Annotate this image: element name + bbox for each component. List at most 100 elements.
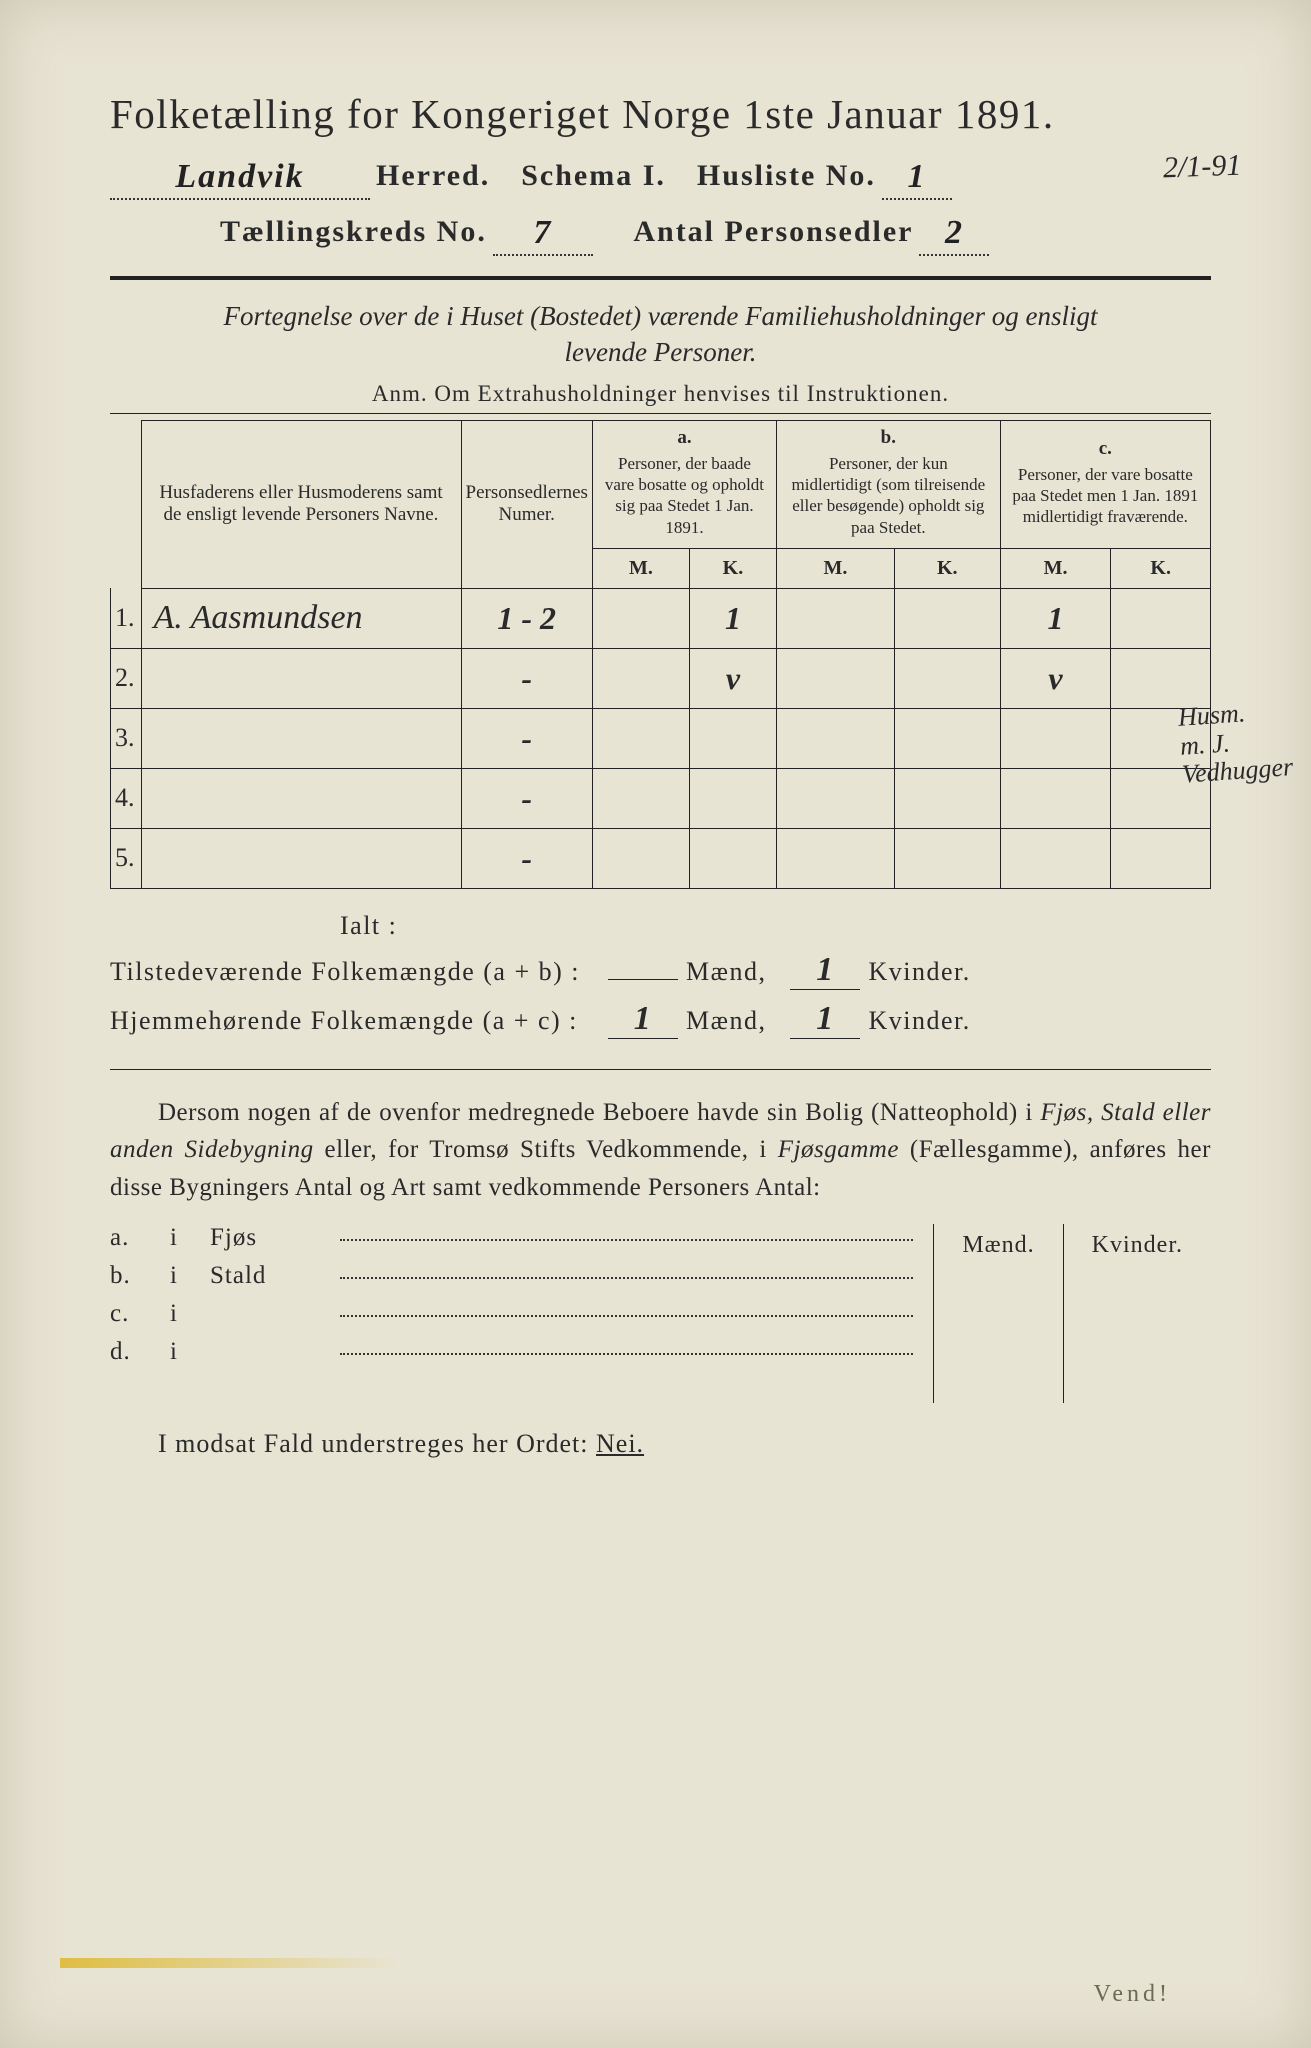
building-letter: b.: [110, 1262, 170, 1290]
row-a-m: [592, 828, 689, 888]
row-name: [141, 828, 461, 888]
census-page: Folketælling for Kongeriget Norge 1ste J…: [0, 0, 1311, 2048]
building-row: c. i: [110, 1300, 913, 1328]
subtitle: Fortegnelse over de i Huset (Bostedet) v…: [110, 298, 1211, 371]
row-a-k: [689, 708, 776, 768]
row-numer: -: [461, 708, 592, 768]
page-title: Folketælling for Kongeriget Norge 1ste J…: [110, 90, 1211, 138]
row-numer: -: [461, 828, 592, 888]
kreds-label: Tællingskreds No.: [220, 215, 487, 249]
row-b-k: [894, 708, 1000, 768]
para-text-1: Dersom nogen af de ovenfor medregnede Be…: [158, 1099, 1040, 1126]
row-numer: -: [461, 768, 592, 828]
mini-cell: [934, 1369, 1063, 1403]
kvinder-label: Kvinder.: [868, 1006, 970, 1035]
dotted-line: [340, 1315, 913, 1317]
antal-label: Antal Personsedler: [633, 215, 913, 249]
ialt-row1-label: Tilstedeværende Folkemængde (a + b) :: [110, 957, 600, 987]
row-a-m: [592, 708, 689, 768]
instruction-paragraph: Dersom nogen af de ovenfor medregnede Be…: [110, 1094, 1211, 1207]
row-numer: 1 - 2: [461, 588, 592, 648]
table-row: 5. -: [111, 828, 1211, 888]
building-type: Stald: [210, 1262, 340, 1290]
row-c-m: [1000, 768, 1111, 828]
ialt-label: Ialt :: [110, 911, 1211, 941]
mini-cell: [934, 1267, 1063, 1301]
row-a-m: [592, 588, 689, 648]
mk-mini-table: Mænd. Kvinder.: [933, 1224, 1211, 1403]
row-name: [141, 648, 461, 708]
row-b-m: [777, 828, 895, 888]
mini-cell: [1063, 1267, 1211, 1301]
building-row: b. i Stald: [110, 1262, 913, 1290]
col-a-k: K.: [689, 548, 776, 588]
table-row: 3. -: [111, 708, 1211, 768]
dotted-line: [340, 1239, 913, 1241]
building-letter: d.: [110, 1338, 170, 1366]
ialt-row1-k: 1: [790, 951, 860, 990]
mini-cell: [1063, 1369, 1211, 1403]
col-b-m: M.: [777, 548, 895, 588]
subtitle-line2: levende Personer.: [565, 337, 757, 367]
col-b-header: b. Personer, der kun midlertidigt (som t…: [777, 420, 1001, 548]
mini-cell: [934, 1335, 1063, 1369]
row-a-k: [689, 828, 776, 888]
row-b-m: [777, 648, 895, 708]
row-a-m: [592, 648, 689, 708]
row-c-k: [1111, 648, 1211, 708]
buildings-list: a. i Fjøs b. i Stald c. i d. i: [110, 1224, 913, 1403]
col-c-k: K.: [1111, 548, 1211, 588]
row-number: 4.: [111, 768, 142, 828]
row-number: 2.: [111, 648, 142, 708]
row-b-m: [777, 588, 895, 648]
table-row: 4. -: [111, 768, 1211, 828]
building-i: i: [170, 1300, 210, 1328]
husliste-field: 1: [882, 158, 952, 200]
maend-label: Mænd,: [686, 957, 766, 986]
row-c-m: 1: [1000, 588, 1111, 648]
table-row: 2. - v v: [111, 648, 1211, 708]
ialt-row2-label: Hjemmehørende Folkemængde (a + c) :: [110, 1006, 600, 1036]
row-number: 3.: [111, 708, 142, 768]
dotted-line: [340, 1353, 913, 1355]
row-name: [141, 708, 461, 768]
schema-label: Schema I.: [521, 159, 666, 193]
margin-date: 2/1-91: [1162, 149, 1241, 186]
herred-label: Herred.: [376, 159, 490, 193]
building-type: Fjøs: [210, 1224, 340, 1252]
divider-2: [110, 1069, 1211, 1070]
margin-occupation-note: Husm. m. J. Vedhugger: [1177, 696, 1294, 789]
header-line-1: Landvik Herred. Schema I. Husliste No. 1: [110, 156, 1211, 198]
col-names-header: Husfaderens eller Husmoderens samt de en…: [141, 420, 461, 588]
kvinder-label: Kvinder.: [868, 957, 970, 986]
row-number: 5.: [111, 828, 142, 888]
row-a-m: [592, 768, 689, 828]
col-a-header: a. Personer, der baade vare bosatte og o…: [592, 420, 776, 548]
closing-text: I modsat Fald understreges her Ordet:: [158, 1429, 596, 1458]
row-b-k: [894, 768, 1000, 828]
mini-cell: [1063, 1301, 1211, 1335]
building-letter: a.: [110, 1224, 170, 1252]
row-c-k: [1111, 588, 1211, 648]
row-c-m: [1000, 828, 1111, 888]
building-letter: c.: [110, 1300, 170, 1328]
antal-field: 2: [919, 214, 989, 256]
ialt-row2-k: 1: [790, 1000, 860, 1039]
closing-nei: Nei.: [596, 1429, 644, 1458]
dotted-line: [340, 1277, 913, 1279]
para-ital-2: Fjøsgamme: [778, 1136, 899, 1163]
mini-maend-header: Mænd.: [934, 1224, 1063, 1267]
col-a-m: M.: [592, 548, 689, 588]
row-name: [141, 768, 461, 828]
husliste-label: Husliste No.: [697, 159, 876, 193]
col-c-m: M.: [1000, 548, 1111, 588]
row-number: 1.: [111, 588, 142, 648]
building-i: i: [170, 1338, 210, 1366]
col-c-header: c. Personer, der vare bosatte paa Stedet…: [1000, 420, 1210, 548]
mini-cell: [934, 1301, 1063, 1335]
ialt-row2-m: 1: [608, 1000, 678, 1039]
anm-note: Anm. Om Extrahusholdninger henvises til …: [110, 381, 1211, 414]
row-b-k: [894, 588, 1000, 648]
divider-1: [110, 276, 1211, 280]
mini-cell: [1063, 1335, 1211, 1369]
